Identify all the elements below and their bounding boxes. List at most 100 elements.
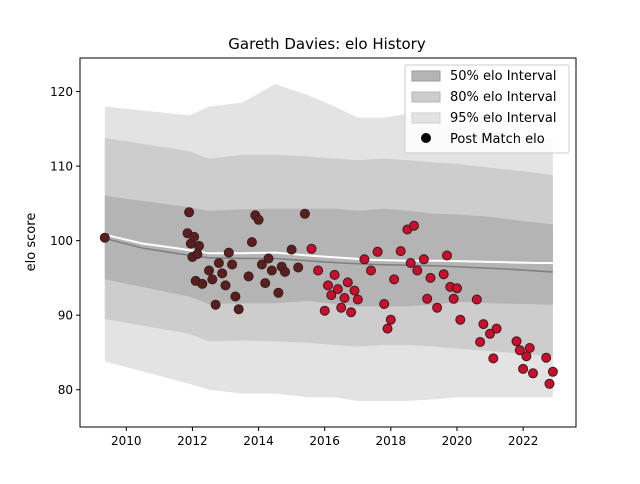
x-tick-label: 2016 bbox=[309, 434, 340, 448]
post-match-elo-point bbox=[213, 258, 224, 268]
post-match-elo-point bbox=[366, 265, 376, 276]
chart-title: Gareth Davies: elo History bbox=[228, 35, 426, 53]
legend-swatch-band95 bbox=[411, 112, 441, 124]
post-match-elo-point bbox=[425, 272, 436, 283]
post-match-elo-point bbox=[448, 293, 459, 304]
post-match-elo-point bbox=[452, 283, 462, 294]
post-match-elo-point bbox=[342, 277, 353, 288]
post-match-elo-point bbox=[243, 271, 254, 282]
post-match-elo-point bbox=[332, 284, 343, 295]
post-match-elo-point bbox=[491, 323, 502, 334]
legend-swatch-band50 bbox=[411, 70, 441, 82]
post-match-elo-point bbox=[485, 328, 495, 339]
legend-swatch-band80 bbox=[411, 91, 441, 103]
post-match-elo-point bbox=[488, 353, 499, 364]
post-match-elo-point bbox=[518, 363, 529, 374]
post-match-elo-point bbox=[230, 291, 241, 302]
y-axis-label: elo score bbox=[24, 213, 39, 272]
post-match-elo-point bbox=[207, 274, 218, 285]
plot-area bbox=[99, 84, 558, 401]
post-match-elo-point bbox=[99, 232, 110, 243]
post-match-elo-point bbox=[233, 304, 244, 315]
x-tick-label: 2010 bbox=[111, 434, 142, 448]
post-match-elo-point bbox=[547, 366, 558, 377]
post-match-elo-point bbox=[528, 368, 538, 379]
x-tick-label: 2018 bbox=[376, 434, 407, 448]
post-match-elo-point bbox=[313, 265, 324, 276]
post-match-elo-point bbox=[339, 293, 350, 303]
x-tick-label: 2014 bbox=[243, 434, 274, 448]
legend: 50% elo Interval 80% elo Interval 95% el… bbox=[404, 64, 570, 154]
post-match-elo-point bbox=[389, 274, 400, 285]
post-match-elo-point bbox=[326, 290, 337, 301]
post-match-elo-point bbox=[192, 249, 203, 260]
post-match-elo-point bbox=[511, 336, 522, 347]
y-tick-label: 110 bbox=[50, 160, 73, 174]
post-match-elo-point bbox=[217, 268, 228, 279]
legend-label-band80: 80% elo Interval bbox=[450, 90, 557, 105]
post-match-elo-point bbox=[263, 253, 274, 264]
x-tick-label: 2012 bbox=[177, 434, 208, 448]
post-match-elo-point bbox=[352, 294, 363, 305]
post-match-elo-point bbox=[346, 307, 357, 318]
post-match-elo-point bbox=[422, 293, 433, 304]
mean-elo-line bbox=[104, 233, 553, 264]
post-match-elo-point bbox=[286, 244, 297, 255]
post-match-elo-point bbox=[336, 302, 347, 313]
post-match-elo-point bbox=[273, 287, 284, 298]
post-match-elo-point bbox=[455, 314, 466, 325]
y-tick-label: 100 bbox=[50, 234, 73, 248]
post-match-elo-point bbox=[432, 302, 443, 313]
post-match-elo-point bbox=[359, 254, 370, 265]
post-match-elo-point bbox=[442, 250, 452, 261]
post-match-elo-point bbox=[189, 231, 200, 242]
post-match-elo-point bbox=[478, 319, 489, 330]
post-match-elo-point bbox=[382, 323, 393, 334]
post-match-elo-point bbox=[524, 343, 535, 353]
y-tick-label: 120 bbox=[50, 85, 73, 99]
post-match-elo-point bbox=[385, 314, 396, 325]
x-tick-label: 2020 bbox=[442, 434, 473, 448]
post-match-elo-point bbox=[184, 207, 195, 218]
post-match-elo-point bbox=[227, 259, 238, 270]
post-match-elo-point bbox=[395, 246, 406, 257]
post-match-elo-point bbox=[280, 266, 290, 277]
y-tick-label: 90 bbox=[58, 309, 73, 323]
y-tick-label: 80 bbox=[58, 383, 73, 397]
post-match-elo-point bbox=[256, 259, 267, 270]
post-match-elo-point bbox=[471, 294, 482, 305]
post-match-elo-point bbox=[372, 246, 383, 257]
post-match-elo-point bbox=[514, 345, 525, 356]
post-match-elo-point bbox=[210, 299, 221, 310]
axes-frame bbox=[79, 57, 577, 428]
post-match-elo-point bbox=[329, 269, 340, 280]
post-match-elo-point bbox=[253, 214, 264, 225]
post-match-elo-point bbox=[521, 351, 532, 362]
x-tick-label: 2022 bbox=[508, 434, 539, 448]
legend-label-band50: 50% elo Interval bbox=[450, 69, 557, 84]
median-elo-line bbox=[104, 237, 553, 273]
post-match-elo-point bbox=[475, 337, 486, 347]
post-match-elo-point bbox=[418, 254, 429, 265]
post-match-elo-point bbox=[260, 278, 271, 289]
post-match-elo-point bbox=[438, 269, 449, 280]
post-match-elo-point bbox=[541, 352, 552, 363]
post-match-elo-point bbox=[266, 265, 277, 276]
post-match-elo-point bbox=[405, 258, 416, 268]
legend-marker-post-match-elo bbox=[421, 133, 431, 143]
post-match-elo-point bbox=[306, 243, 317, 254]
post-match-elo-point bbox=[197, 278, 208, 289]
post-match-elo-point bbox=[194, 240, 204, 251]
post-match-elo-point bbox=[409, 220, 419, 231]
post-match-elo-point bbox=[544, 378, 555, 389]
post-match-elo-point bbox=[204, 265, 214, 276]
post-match-elo-point bbox=[220, 280, 231, 291]
legend-label-band95: 95% elo Interval bbox=[450, 111, 557, 126]
post-match-elo-point bbox=[412, 265, 423, 276]
legend-label-post-match-elo: Post Match elo bbox=[450, 132, 545, 147]
post-match-elo-point bbox=[299, 208, 310, 219]
post-match-elo-point bbox=[349, 285, 360, 296]
legend-box bbox=[404, 64, 570, 154]
post-match-elo-point bbox=[323, 280, 333, 291]
